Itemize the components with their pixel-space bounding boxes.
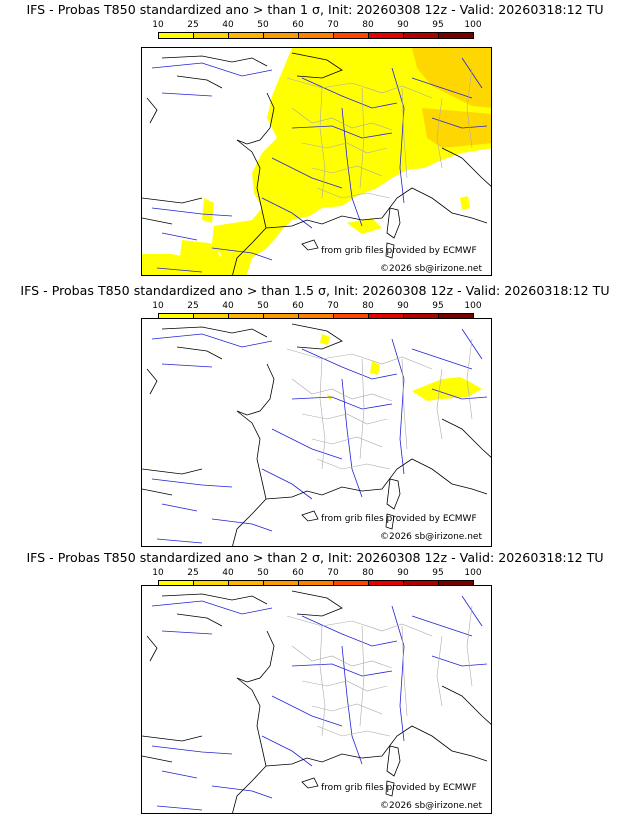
colorbar-swatch [333, 32, 369, 39]
map-panel-2: IFS - Probas T850 standardized ano > tha… [0, 281, 630, 557]
colorbar-swatch [193, 32, 229, 39]
map-frame [141, 585, 492, 814]
colorbar-tick-label: 100 [464, 301, 482, 311]
map-panel-3: IFS - Probas T850 standardized ano > tha… [0, 548, 630, 824]
colorbar-swatch [403, 32, 439, 39]
panel-title: IFS - Probas T850 standardized ano > tha… [20, 283, 610, 298]
colorbar-tick-label: 80 [362, 20, 374, 30]
coastlines [142, 323, 491, 546]
colorbar-tick-label: 50 [257, 568, 269, 578]
probability-area-low [142, 48, 491, 275]
colorbar-tick-label: 100 [464, 568, 482, 578]
rivers [151, 328, 488, 544]
colorbar-tick-label: 10 [152, 301, 164, 311]
map-svg [142, 48, 491, 275]
colorbar-swatch [228, 32, 264, 39]
colorbar-tick-label: 25 [187, 20, 199, 30]
colorbar-swatch [298, 32, 334, 39]
map-panel-1: IFS - Probas T850 standardized ano > tha… [0, 0, 630, 276]
borders [286, 605, 473, 737]
borders [286, 338, 473, 470]
colorbar-tick-label: 70 [327, 568, 339, 578]
copyright-credit: ©2026 sb@irizone.net [380, 801, 482, 811]
rivers [151, 595, 488, 811]
colorbar-tick-label: 70 [327, 301, 339, 311]
colorbar-tick-label: 40 [222, 301, 234, 311]
coastlines [142, 590, 491, 813]
colorbar-tick-label: 90 [397, 20, 409, 30]
colorbar-swatch [263, 32, 299, 39]
colorbar-tick-label: 40 [222, 568, 234, 578]
borders [286, 67, 473, 199]
source-credit: from grib files provided by ECMWF [321, 514, 477, 524]
map-svg [142, 590, 491, 813]
colorbar-tick-label: 50 [257, 301, 269, 311]
colorbar-tick-label: 10 [152, 20, 164, 30]
panel-title: IFS - Probas T850 standardized ano > tha… [26, 2, 604, 17]
colorbar-tick-label: 80 [362, 301, 374, 311]
colorbar-swatch [368, 32, 404, 39]
coastlines [142, 52, 491, 275]
map-svg [142, 323, 491, 546]
colorbar-tick-label: 90 [397, 568, 409, 578]
colorbar-tick-label: 95 [432, 568, 444, 578]
colorbar-tick-label: 40 [222, 20, 234, 30]
colorbar-tick-label: 10 [152, 568, 164, 578]
panel-title: IFS - Probas T850 standardized ano > tha… [26, 550, 604, 565]
rivers [151, 57, 488, 273]
colorbar-swatch [158, 32, 194, 39]
probability-area-low [320, 334, 482, 401]
colorbar-tick-label: 60 [292, 301, 304, 311]
copyright-credit: ©2026 sb@irizone.net [380, 264, 482, 274]
colorbar-swatch [438, 32, 474, 39]
colorbar-tick-label: 60 [292, 20, 304, 30]
colorbar-tick-label: 95 [432, 20, 444, 30]
colorbar-tick-label: 80 [362, 568, 374, 578]
colorbar-tick-label: 90 [397, 301, 409, 311]
colorbar-tick-label: 50 [257, 20, 269, 30]
source-credit: from grib files provided by ECMWF [321, 783, 477, 793]
colorbar-tick-label: 70 [327, 20, 339, 30]
copyright-credit: ©2026 sb@irizone.net [380, 532, 482, 542]
map-frame [141, 318, 492, 547]
map-frame [141, 47, 492, 276]
colorbar-tick-label: 25 [187, 301, 199, 311]
colorbar-tick-label: 25 [187, 568, 199, 578]
colorbar-tick-label: 95 [432, 301, 444, 311]
source-credit: from grib files provided by ECMWF [321, 246, 477, 256]
colorbar-tick-label: 100 [464, 20, 482, 30]
colorbar-tick-label: 60 [292, 568, 304, 578]
